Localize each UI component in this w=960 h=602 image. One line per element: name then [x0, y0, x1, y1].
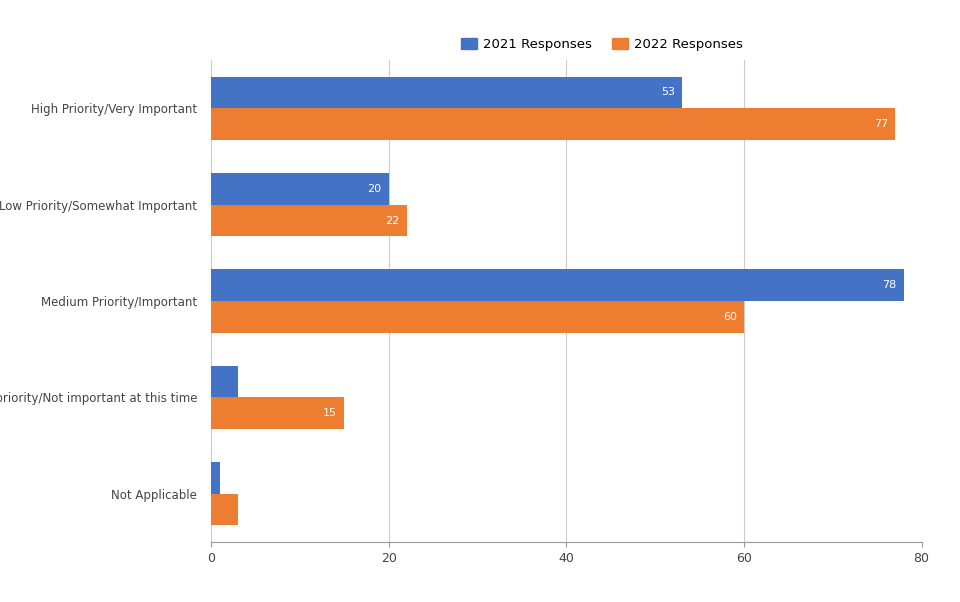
Bar [211, 76, 682, 108]
Bar [211, 205, 406, 237]
Bar [211, 494, 238, 526]
Text: 53: 53 [660, 87, 675, 98]
Legend: 2021 Responses, 2022 Responses: 2021 Responses, 2022 Responses [455, 33, 749, 57]
Text: 1: 1 [223, 473, 229, 483]
Bar [211, 365, 238, 397]
Text: 60: 60 [723, 312, 737, 322]
Text: 3: 3 [241, 504, 248, 515]
Bar [211, 269, 903, 301]
Text: 22: 22 [385, 216, 399, 226]
Bar [211, 462, 220, 494]
Bar [211, 108, 895, 140]
Text: 15: 15 [324, 408, 337, 418]
Bar [211, 301, 744, 333]
Text: 20: 20 [368, 184, 382, 194]
Text: 3: 3 [241, 376, 248, 386]
Bar [211, 173, 389, 205]
Bar [211, 397, 345, 429]
Text: 78: 78 [882, 280, 897, 290]
Text: 77: 77 [874, 119, 888, 129]
